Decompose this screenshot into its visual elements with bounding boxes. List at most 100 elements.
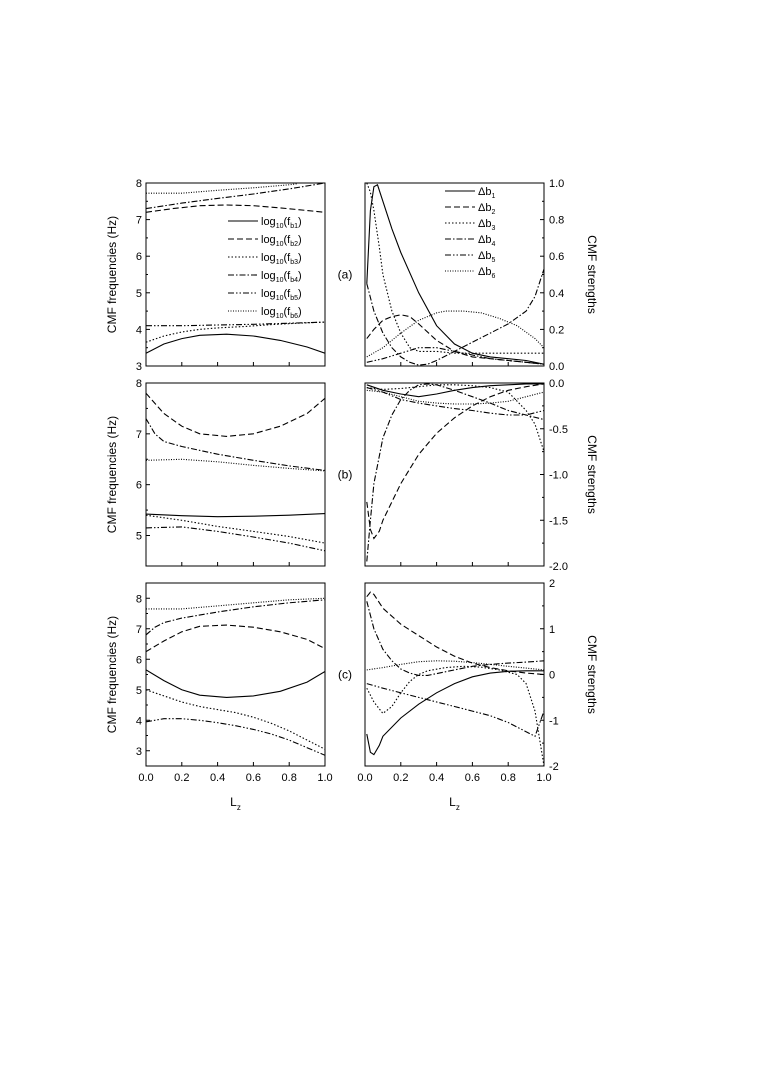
x-axis-label: Lz bbox=[449, 795, 460, 812]
legend-label: Δb4 bbox=[478, 234, 495, 248]
y-tick-label: -1.0 bbox=[549, 470, 568, 482]
legend-label: Δb2 bbox=[478, 202, 495, 216]
y-tick-label: 6 bbox=[136, 480, 142, 492]
legend-label: Δb5 bbox=[478, 250, 495, 264]
series-line-4 bbox=[146, 183, 325, 210]
legend: log10(fb1) log10(fb2) log10(fb3) log10(fb4)… bbox=[228, 216, 302, 320]
y-tick-label: 6 bbox=[136, 654, 142, 666]
y-tick-label: 0.6 bbox=[549, 251, 564, 263]
series-line-4 bbox=[366, 383, 544, 562]
plot-frame bbox=[364, 582, 545, 767]
series-line-6 bbox=[146, 597, 325, 610]
series-line-4 bbox=[146, 418, 325, 471]
y-tick-label: 8 bbox=[136, 178, 142, 190]
y-tick-label: 0.8 bbox=[549, 215, 564, 227]
x-tick-label: 0.0 bbox=[357, 772, 372, 784]
series-line-2 bbox=[366, 591, 544, 676]
y-tick-label: -2.0 bbox=[549, 561, 568, 573]
y-tick-label: 0.0 bbox=[549, 378, 564, 390]
series-line-6 bbox=[366, 310, 544, 358]
y-tick-label: -0.5 bbox=[549, 424, 568, 436]
series-line-6 bbox=[366, 660, 544, 671]
series-line-3 bbox=[366, 384, 544, 452]
y-tick-label: 3 bbox=[136, 746, 142, 758]
series-line-4 bbox=[146, 599, 325, 636]
x-tick-label: 0.4 bbox=[429, 772, 444, 784]
series-line-4 bbox=[366, 268, 544, 366]
y-tick-label: 4 bbox=[136, 324, 142, 336]
y-axis-label: CMF strengths bbox=[585, 235, 599, 314]
legend-label: log10(fb6) bbox=[261, 306, 302, 320]
series-line-2 bbox=[366, 383, 544, 540]
y-tick-label: 7 bbox=[136, 624, 142, 636]
y-tick-label: 2 bbox=[549, 578, 555, 590]
y-axis-label: CMF strengths bbox=[585, 635, 599, 714]
plot-frame bbox=[364, 382, 545, 567]
series-line-3 bbox=[366, 665, 544, 766]
x-tick-label: 0.0 bbox=[138, 772, 153, 784]
legend: Δb1 Δb2 Δb3 Δb4 Δb5 Δb6 bbox=[445, 186, 495, 280]
panel-label: (b) bbox=[338, 468, 353, 482]
series-line-5 bbox=[366, 683, 544, 738]
legend-label: log10(fb2) bbox=[261, 234, 302, 248]
y-axis-label: CMF frequencies (Hz) bbox=[105, 216, 119, 333]
y-tick-label: 0.2 bbox=[549, 324, 564, 336]
y-tick-label: 1.0 bbox=[549, 178, 564, 190]
legend-label: log10(fb1) bbox=[261, 216, 302, 230]
panel-b-right: -2.0 -1.5 -1.0 -0.5 0.0 CMF strengths bbox=[364, 378, 599, 573]
x-tick-label: 1.0 bbox=[317, 772, 332, 784]
y-tick-label: -1.5 bbox=[549, 515, 568, 527]
plot-frame bbox=[145, 582, 326, 767]
series-line-2 bbox=[146, 204, 325, 213]
plot-frame bbox=[364, 182, 545, 367]
y-tick-label: 8 bbox=[136, 378, 142, 390]
panel-c-left: 3 4 5 6 7 8 0.0 0.2 0.4 0.6 0.8 1.0 Lz CMF frequencie… bbox=[105, 582, 352, 812]
y-tick-label: 1 bbox=[549, 624, 555, 636]
series-line-3 bbox=[146, 514, 325, 544]
series-line-3 bbox=[366, 183, 544, 354]
y-tick-label: -1 bbox=[549, 715, 559, 727]
series-line-3 bbox=[146, 321, 325, 343]
x-tick-label: 0.6 bbox=[465, 772, 480, 784]
y-tick-label: 5 bbox=[136, 531, 142, 543]
y-axis-label: CMF frequencies (Hz) bbox=[105, 616, 119, 733]
x-tick-label: 0.2 bbox=[393, 772, 408, 784]
x-tick-label: 0.8 bbox=[282, 772, 297, 784]
series-line-3 bbox=[146, 689, 325, 750]
y-axis-label: CMF strengths bbox=[585, 435, 599, 514]
x-tick-label: 0.2 bbox=[174, 772, 189, 784]
legend-label: log10(fb5) bbox=[261, 288, 302, 302]
series-line-2 bbox=[146, 392, 325, 437]
legend-label: Δb6 bbox=[478, 266, 495, 280]
series-line-5 bbox=[146, 718, 325, 756]
series-line-5 bbox=[146, 321, 325, 327]
panel-c-right: -2 -1 0 1 2 0.0 0.2 0.4 0.6 0.8 1.0 Lz CMF strengths bbox=[357, 578, 599, 812]
legend-label: Δb1 bbox=[478, 186, 495, 200]
series-line-6 bbox=[146, 458, 325, 472]
y-tick-label: 5 bbox=[136, 685, 142, 697]
x-tick-label: 1.0 bbox=[536, 772, 551, 784]
y-tick-label: 6 bbox=[136, 251, 142, 263]
panel-label: (c) bbox=[338, 668, 352, 682]
series-line-5 bbox=[366, 347, 544, 365]
y-tick-label: 0.4 bbox=[549, 288, 564, 300]
legend-label: log10(fb4) bbox=[261, 270, 302, 284]
series-line-2 bbox=[366, 314, 544, 365]
y-tick-label: 7 bbox=[136, 429, 142, 441]
y-tick-label: 4 bbox=[136, 715, 142, 727]
series-line-6 bbox=[146, 183, 299, 194]
series-line-1 bbox=[366, 184, 544, 365]
series-line-2 bbox=[146, 624, 325, 653]
legend-label: Δb3 bbox=[478, 218, 495, 232]
series-line-1 bbox=[146, 333, 325, 354]
y-tick-label: 3 bbox=[136, 361, 142, 373]
x-tick-label: 0.6 bbox=[246, 772, 261, 784]
panel-label: (a) bbox=[338, 268, 353, 282]
series-line-1 bbox=[366, 670, 544, 756]
x-tick-label: 0.4 bbox=[210, 772, 225, 784]
y-tick-label: 0.0 bbox=[549, 361, 564, 373]
series-line-4 bbox=[366, 601, 544, 676]
legend-label: log10(fb3) bbox=[261, 252, 302, 266]
